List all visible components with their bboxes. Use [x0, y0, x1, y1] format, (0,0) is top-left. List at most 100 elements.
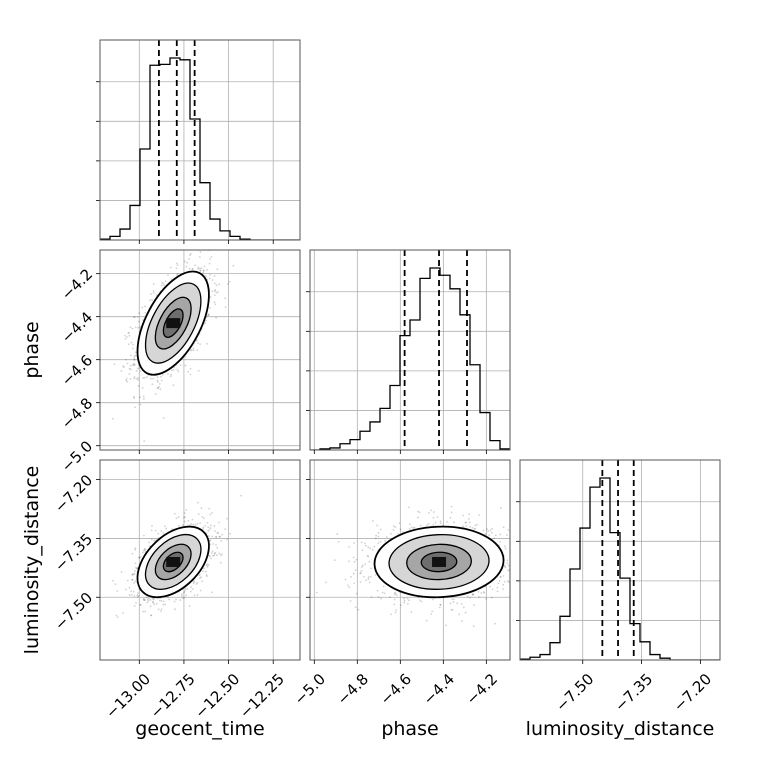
sample-point [465, 525, 468, 527]
sample-point [478, 514, 480, 516]
sample-point [393, 598, 396, 601]
sample-point [371, 548, 374, 551]
sample-point [466, 595, 469, 598]
sample-point [190, 586, 192, 588]
sample-point [461, 620, 463, 623]
sample-point [482, 591, 485, 593]
sample-point [363, 542, 366, 545]
sample-point [436, 516, 439, 519]
sample-point [213, 301, 216, 304]
sample-point [131, 573, 134, 576]
sample-point [144, 305, 146, 308]
sample-point [209, 258, 211, 260]
sample-point [160, 608, 163, 611]
sample-point [124, 334, 126, 337]
sample-point [132, 364, 134, 366]
sample-point [416, 510, 419, 513]
sample-point [145, 596, 148, 599]
sample-point [160, 530, 163, 532]
sample-point [507, 580, 509, 582]
sample-point [170, 266, 172, 269]
sample-point [202, 570, 204, 573]
sample-point [160, 375, 162, 378]
sample-point [451, 598, 453, 601]
sample-point [368, 560, 371, 563]
sample-point [494, 534, 497, 537]
sample-point [146, 598, 149, 601]
sample-point [357, 608, 360, 611]
sample-point [176, 273, 178, 276]
sample-point [456, 602, 459, 605]
sample-point [139, 604, 142, 606]
sample-point [325, 581, 327, 584]
sample-point [370, 567, 372, 570]
sample-point [199, 251, 202, 253]
sample-point [137, 326, 140, 329]
sample-point [382, 585, 385, 588]
sample-point [199, 577, 201, 580]
sample-point [499, 533, 502, 536]
sample-point [126, 579, 129, 582]
sample-point [136, 567, 138, 570]
sample-point [139, 603, 142, 606]
sample-point [209, 557, 212, 560]
sample-point [483, 591, 486, 594]
sample-point [133, 582, 135, 584]
sample-point [193, 248, 195, 250]
sample-point [360, 570, 363, 572]
sample-point [97, 372, 99, 374]
sample-point [125, 377, 128, 380]
sample-point [134, 354, 137, 357]
sample-point [337, 540, 340, 543]
sample-point [333, 559, 336, 562]
x-tick-label: −7.20 [670, 670, 715, 715]
sample-point [169, 375, 172, 378]
y-tick-label: −4.2 [58, 265, 96, 303]
sample-point [152, 598, 155, 601]
sample-point [123, 366, 125, 369]
sample-point [133, 316, 136, 319]
sample-point [506, 534, 508, 537]
sample-point [142, 395, 145, 398]
sample-point [128, 594, 131, 596]
sample-point [526, 597, 528, 599]
sample-point [133, 397, 135, 399]
sample-point [176, 368, 179, 371]
sample-point [129, 364, 132, 367]
sample-point [152, 600, 154, 603]
sample-point [394, 592, 397, 595]
sample-point [465, 521, 468, 524]
sample-point [399, 604, 402, 607]
sample-point [175, 517, 178, 519]
sample-point [202, 528, 204, 530]
sample-point [188, 605, 191, 607]
sample-point [153, 603, 156, 606]
sample-point [486, 528, 488, 531]
x-tick-label: −4.2 [463, 670, 501, 708]
sample-point [191, 268, 194, 270]
sample-point [503, 564, 506, 567]
sample-point [202, 269, 205, 272]
sample-point [191, 588, 194, 590]
sample-point [373, 545, 376, 548]
sample-point [215, 284, 218, 287]
sample-point [186, 587, 189, 590]
axes-frame [519, 459, 721, 661]
sample-point [359, 572, 362, 574]
sample-point [541, 552, 543, 554]
sample-point [184, 587, 187, 590]
sample-point [453, 521, 455, 524]
sample-point [143, 376, 146, 379]
sample-point [162, 532, 165, 534]
sample-point [213, 290, 216, 292]
sample-point [201, 580, 203, 583]
sample-point [209, 539, 212, 542]
sample-point [183, 520, 186, 523]
sample-point [204, 524, 207, 527]
sample-point [200, 507, 203, 510]
sample-point [439, 520, 442, 523]
sample-point [208, 507, 211, 510]
sample-point [183, 596, 186, 599]
sample-point [464, 611, 467, 614]
sample-point [374, 573, 377, 576]
